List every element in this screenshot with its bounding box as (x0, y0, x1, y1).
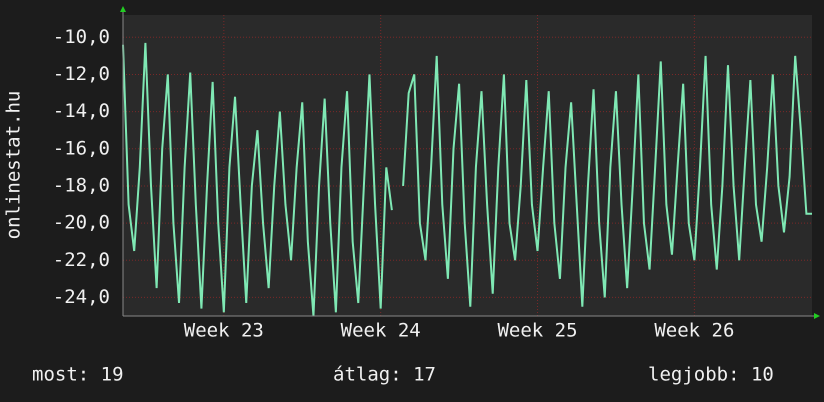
y-tick-label: -16,0 (53, 137, 110, 159)
line (122, 42, 812, 317)
y-tick-label: -10,0 (53, 26, 110, 48)
y-tick-label: -20,0 (53, 212, 110, 234)
x-tick-label: Week 24 (341, 320, 421, 342)
x-axis-arrow (814, 313, 820, 319)
x-tick-label: Week 23 (184, 320, 264, 342)
y-tick-label: -24,0 (53, 286, 110, 308)
y-tick-label: -18,0 (53, 174, 110, 196)
plot (122, 15, 812, 317)
y-tick-label: -22,0 (53, 249, 110, 271)
x-tick-label: Week 26 (654, 320, 734, 342)
y-axis-arrow (120, 6, 126, 12)
y-axis-label: onlinestat.hu (3, 91, 25, 240)
y-tick-label: -14,0 (53, 100, 110, 122)
x-tick-label: Week 25 (497, 320, 577, 342)
footer-best: legjobb: 10 (648, 364, 774, 386)
footer-current: most: 19 (32, 364, 124, 386)
y-tick-label: -12,0 (53, 63, 110, 85)
footer-average: átlag: 17 (333, 364, 436, 386)
